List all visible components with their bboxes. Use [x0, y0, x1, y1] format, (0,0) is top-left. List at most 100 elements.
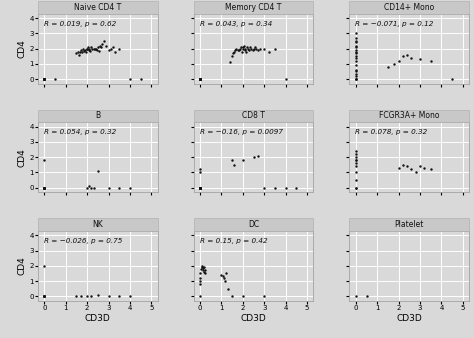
Point [126, 185, 134, 190]
Text: R = 0.15, p = 0.42: R = 0.15, p = 0.42 [200, 238, 267, 244]
Point [252, 46, 260, 51]
FancyBboxPatch shape [349, 218, 469, 231]
Point [77, 47, 84, 53]
Point [196, 185, 204, 190]
Point [412, 170, 419, 175]
Point [89, 46, 96, 51]
Point [196, 76, 204, 82]
Text: R = −0.026, p = 0.75: R = −0.026, p = 0.75 [44, 238, 122, 244]
Point [196, 76, 204, 82]
FancyBboxPatch shape [38, 218, 158, 231]
Point [196, 185, 204, 190]
Text: R = 0.043, p = 0.34: R = 0.043, p = 0.34 [200, 21, 272, 26]
Point [196, 185, 204, 190]
Point [41, 263, 48, 268]
Point [41, 76, 48, 82]
Text: NK: NK [92, 220, 103, 229]
Text: Naive CD4 T: Naive CD4 T [74, 3, 121, 12]
Point [41, 76, 48, 82]
Point [196, 281, 204, 287]
Point [196, 185, 204, 190]
Point [196, 185, 204, 190]
Point [403, 52, 411, 57]
Point [74, 49, 82, 54]
Text: R = 0.019, p = 0.62: R = 0.019, p = 0.62 [44, 21, 116, 26]
FancyBboxPatch shape [349, 110, 469, 122]
Point [196, 185, 204, 190]
Point [408, 167, 415, 172]
Point [246, 44, 254, 50]
Point [250, 154, 257, 160]
Point [242, 49, 250, 54]
Point [408, 55, 415, 61]
Point [352, 158, 360, 163]
Point [229, 50, 237, 56]
Point [79, 46, 87, 51]
Point [196, 185, 204, 190]
Point [196, 76, 204, 82]
Point [271, 185, 279, 190]
Point [80, 48, 88, 53]
Point [196, 185, 204, 190]
Point [201, 267, 209, 272]
Point [109, 44, 117, 50]
FancyBboxPatch shape [38, 110, 158, 122]
Point [76, 50, 83, 55]
Point [196, 185, 204, 190]
Point [228, 53, 236, 59]
Point [226, 59, 234, 65]
Point [218, 272, 225, 277]
Text: R = 0.078, p = 0.32: R = 0.078, p = 0.32 [356, 129, 428, 135]
Point [102, 43, 110, 48]
Point [352, 69, 360, 74]
Point [75, 52, 82, 57]
Point [201, 269, 208, 274]
Point [237, 44, 245, 50]
Point [228, 293, 236, 299]
Point [94, 168, 101, 174]
Point [100, 38, 108, 44]
Point [352, 50, 360, 56]
Point [77, 293, 84, 299]
Point [196, 185, 204, 190]
Point [265, 49, 273, 54]
Point [196, 185, 204, 190]
Point [105, 185, 112, 190]
Point [41, 76, 48, 82]
Point [83, 46, 91, 51]
Point [352, 170, 360, 175]
Point [88, 44, 95, 50]
Point [201, 271, 209, 276]
Point [221, 278, 228, 284]
Point [196, 293, 204, 299]
Point [352, 40, 360, 45]
Point [416, 164, 424, 169]
Point [41, 185, 48, 190]
Point [352, 35, 360, 41]
Point [352, 164, 360, 169]
Point [116, 185, 123, 190]
Point [239, 46, 246, 51]
Point [41, 76, 48, 82]
X-axis label: CD3D: CD3D [396, 314, 422, 323]
Point [352, 31, 360, 36]
Point [41, 185, 48, 190]
Point [399, 53, 407, 59]
Point [105, 293, 112, 299]
Point [220, 275, 228, 281]
Point [352, 185, 360, 190]
Point [352, 76, 360, 82]
Point [416, 56, 424, 62]
Point [228, 158, 236, 163]
Point [199, 265, 207, 271]
Point [196, 271, 204, 276]
Point [249, 47, 256, 53]
Point [250, 46, 257, 51]
Point [196, 76, 204, 82]
FancyBboxPatch shape [38, 1, 158, 14]
Point [238, 49, 246, 54]
Point [254, 47, 262, 53]
Point [94, 44, 101, 50]
Point [78, 49, 86, 54]
Point [196, 170, 204, 175]
